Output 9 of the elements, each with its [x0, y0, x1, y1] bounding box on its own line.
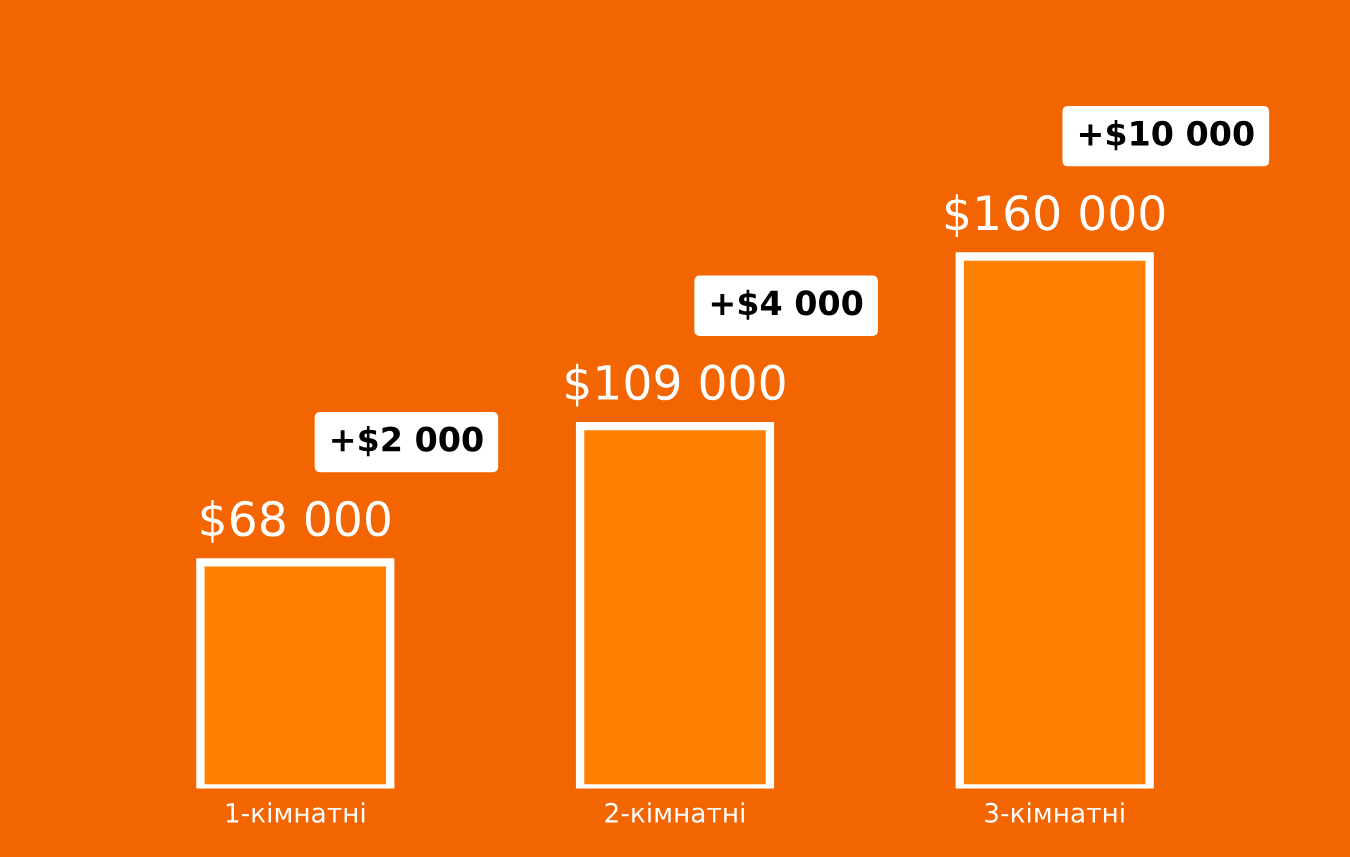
annotation: +$4 000: [711, 289, 863, 320]
data-label: $109 000: [566, 363, 785, 407]
x-tick-label: 3-кімнатні: [985, 802, 1124, 823]
text: +$10 000: [1079, 120, 1254, 151]
x-tick-label: 2-кімнатні: [605, 802, 744, 823]
x-tick-label: 1-кімнатні: [226, 802, 365, 823]
annotation: +$2 000: [332, 425, 483, 457]
data-label: $68 000: [201, 500, 390, 543]
data-label: $160 000: [945, 194, 1165, 237]
